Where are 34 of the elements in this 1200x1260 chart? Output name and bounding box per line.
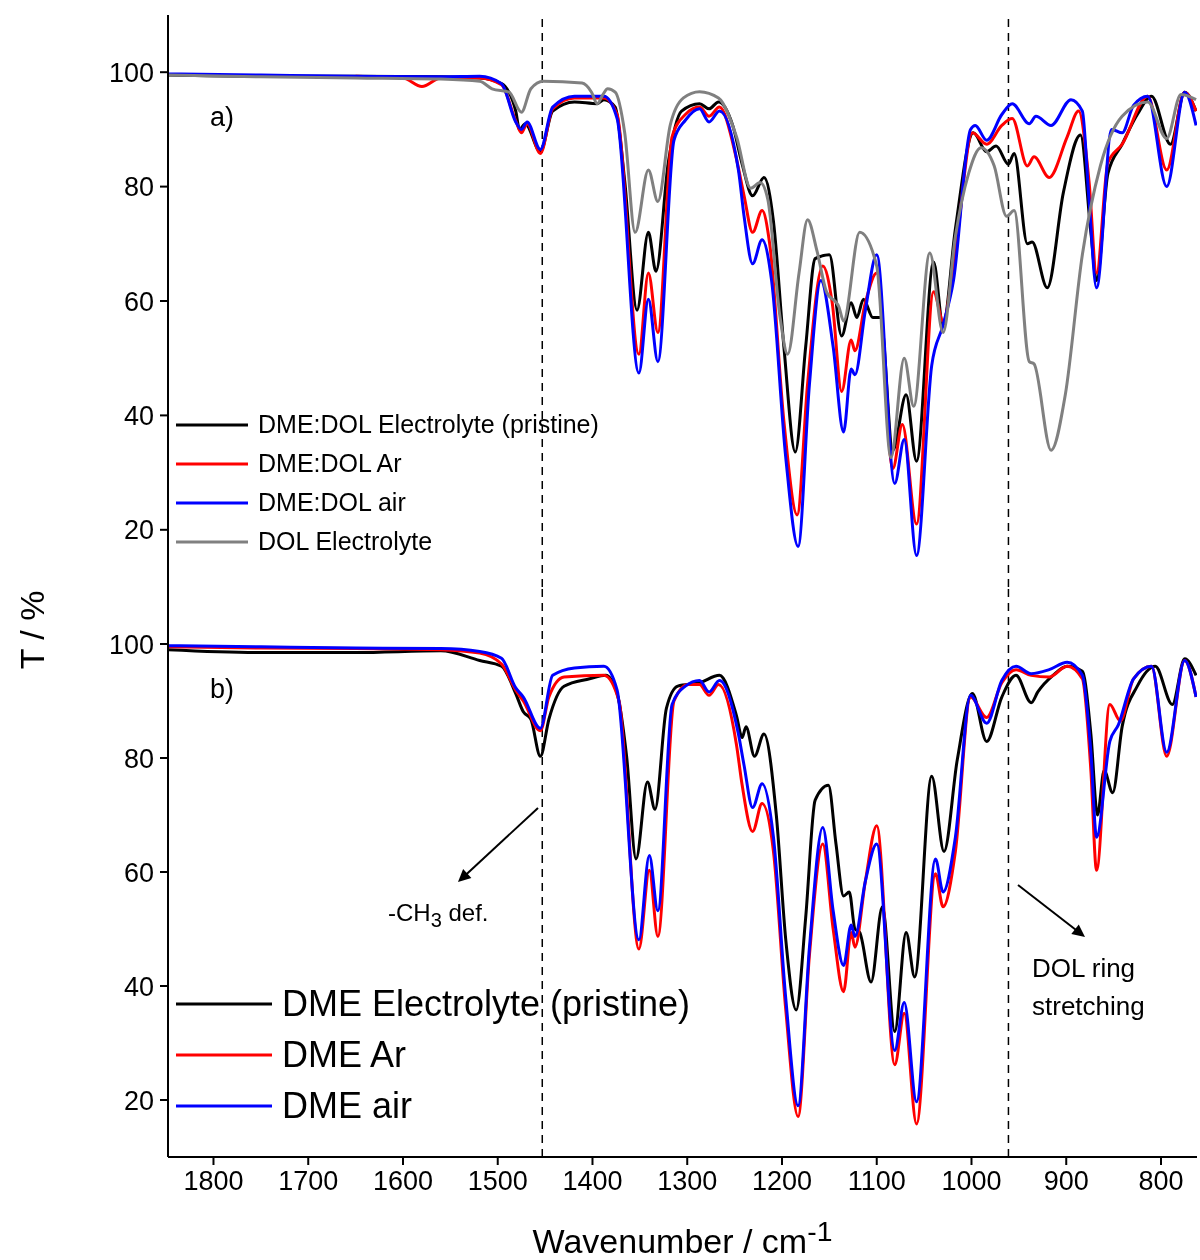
legend-label: DOL Electrolyte — [258, 527, 433, 556]
y-tick-label: 80 — [123, 172, 154, 203]
y-tick-label: 100 — [108, 57, 154, 88]
annotation: a) — [210, 101, 235, 134]
legend-label: DME Electrolyte (pristine) — [282, 982, 691, 1025]
y-tick-label: 60 — [123, 857, 154, 888]
legend-label: DME Ar — [282, 1033, 407, 1076]
y-tick-label: 20 — [123, 515, 154, 546]
legend-label: DME:DOL Electrolyte (pristine) — [258, 410, 599, 439]
y-axis-title: T / % — [12, 590, 52, 670]
x-tick-label: 1600 — [372, 1166, 434, 1197]
x-tick-label: 1500 — [467, 1166, 528, 1197]
y-tick-label: 80 — [123, 743, 154, 774]
annotation: DOL ring stretching — [1032, 952, 1146, 1023]
y-tick-label: 100 — [108, 629, 154, 660]
x-tick-label: 1200 — [751, 1166, 813, 1197]
y-tick-label: 40 — [123, 971, 154, 1002]
x-tick-label: 800 — [1138, 1166, 1184, 1197]
x-tick-label: 900 — [1043, 1166, 1089, 1197]
x-axis-title: Wavenumber / cm$^{-1}$ — [532, 1214, 833, 1260]
x-tick-label: 1300 — [657, 1166, 718, 1197]
annotation: b) — [210, 673, 235, 706]
annotation: -CH$_{3}$ def. — [388, 898, 489, 933]
x-tick-label: 1800 — [183, 1166, 244, 1197]
x-tick-label: 1100 — [847, 1166, 906, 1197]
x-tick-label: 1400 — [562, 1166, 623, 1197]
y-tick-label: 20 — [123, 1085, 154, 1116]
legend-label: DME:DOL Ar — [258, 449, 402, 478]
x-tick-label: 1700 — [278, 1166, 339, 1197]
y-tick-label: 40 — [123, 400, 154, 431]
x-tick-label: 1000 — [941, 1166, 1002, 1197]
y-tick-label: 60 — [123, 286, 154, 317]
legend-label: DME air — [282, 1084, 413, 1127]
legend-label: DME:DOL air — [258, 488, 406, 517]
